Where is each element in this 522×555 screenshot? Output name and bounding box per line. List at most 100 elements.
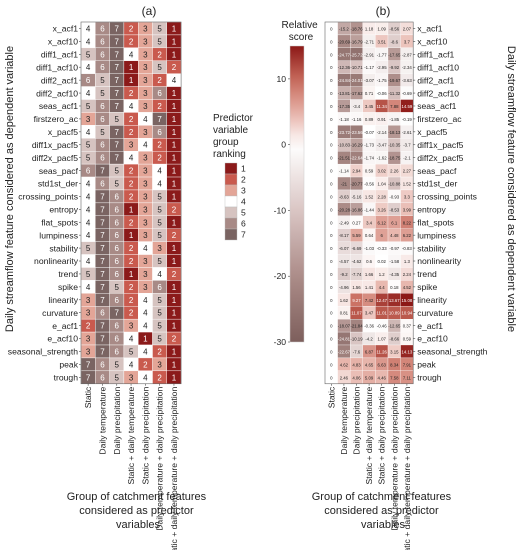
cell-value-label: 8.22 <box>403 220 412 225</box>
cell-value-label: 0 <box>330 91 333 96</box>
cell-value-label: 3 <box>143 76 148 85</box>
cell-value-label: 4 <box>86 180 91 189</box>
cell-value-label: 0.64 <box>365 233 374 238</box>
cell-value-label: 4 <box>172 76 177 85</box>
cell-value-label: 1 <box>143 335 148 344</box>
cell-value-label: 5 <box>86 141 91 150</box>
panel-b-row-label: stability <box>417 243 446 253</box>
cell-value-label: 0 <box>330 194 333 199</box>
panel-b-column-label: Static <box>326 386 336 408</box>
panel-a-row-label: diff1_acf1 <box>41 50 78 60</box>
cell-value-label: -17.35 <box>338 104 351 109</box>
cell-value-label: -3.7 <box>403 143 411 148</box>
cell-value-label: 0 <box>330 143 333 148</box>
legend-label: 4 <box>241 197 246 207</box>
cell-value-label: -7.6 <box>353 349 361 354</box>
cell-value-label: 2 <box>157 50 162 59</box>
cell-value-label: 1.2 <box>379 272 386 277</box>
cell-value-label: 3 <box>143 283 148 292</box>
panel-b-y-axis-title: Daily streamflow feature considered as d… <box>505 46 517 332</box>
panel-a-row-label: peak <box>59 360 78 370</box>
cell-value-label: 4 <box>143 115 148 124</box>
cell-value-label: 7 <box>100 218 105 227</box>
cell-value-label: 4.06 <box>352 375 361 380</box>
cell-value-label: 3 <box>143 167 148 176</box>
cell-value-label: -0.83 <box>402 246 412 251</box>
cell-value-label: 3.3 <box>404 194 411 199</box>
legend-swatch <box>224 206 238 219</box>
cell-value-label: 7 <box>100 335 105 344</box>
panel-a-legend-title: Predictor variable group ranking <box>213 113 256 160</box>
cell-value-label: -0.46 <box>377 324 387 329</box>
cell-value-label: 6 <box>115 347 120 356</box>
panel-a-column-label: Daily precipitation <box>112 387 122 455</box>
panel-b-colorbar: Relative score 10 0 -10 -20 -30 <box>274 20 319 347</box>
cell-value-label: -18.13 <box>388 130 401 135</box>
panel-a-row-label: std1st_der <box>38 179 78 189</box>
cell-value-label: -4.62 <box>352 259 362 264</box>
colorbar-tick-label: 0 <box>281 140 286 150</box>
cell-value-label: 3 <box>143 257 148 266</box>
cell-value-label: 4 <box>143 347 148 356</box>
cell-value-label: 2 <box>172 63 177 72</box>
cell-value-label: 5 <box>157 309 162 318</box>
colorbar-tick-label: 10 <box>276 74 286 84</box>
cell-value-label: 5 <box>157 231 162 240</box>
cell-value-label: 14.59 <box>402 104 413 109</box>
cell-value-label: 1 <box>172 102 177 111</box>
cell-value-label: 9.27 <box>352 298 361 303</box>
cell-value-label: 6 <box>115 218 120 227</box>
panel-a-row-label: e_acf10 <box>47 334 78 344</box>
cell-value-label: -4.35 <box>389 272 399 277</box>
cell-value-label: 3 <box>86 115 91 124</box>
cell-value-label: 4 <box>129 50 134 59</box>
cell-value-label: 0.91 <box>378 117 387 122</box>
cell-value-label: 7 <box>115 63 120 72</box>
cell-value-label: -2.71 <box>364 39 374 44</box>
cell-value-label: 1.52 <box>403 182 412 187</box>
cell-value-label: 4.62 <box>340 362 349 367</box>
cell-value-label: 1 <box>172 167 177 176</box>
cell-value-label: -20.28 <box>338 207 351 212</box>
cell-value-label: 0 <box>330 169 333 174</box>
cell-value-label: -1.75 <box>377 78 387 83</box>
cell-value-label: 3 <box>143 270 148 279</box>
cell-value-label: 6 <box>115 192 120 201</box>
cell-value-label: 6 <box>100 141 105 150</box>
cell-value-label: 0 <box>330 246 333 251</box>
cell-value-label: -11.32 <box>388 91 400 96</box>
cell-value-label: -1.77 <box>377 52 387 57</box>
cell-value-label: -10.35 <box>388 143 401 148</box>
cell-value-label: 2 <box>172 335 177 344</box>
cell-value-label: 6.1 <box>391 220 398 225</box>
cell-value-label: -3.07 <box>364 78 374 83</box>
panel-a-row-label: seas_pacf <box>39 166 79 176</box>
cell-value-label: 5 <box>115 167 120 176</box>
cell-value-label: 3 <box>86 335 91 344</box>
cell-value-label: 5 <box>157 257 162 266</box>
cell-value-label: 1 <box>172 89 177 98</box>
colorbar-gradient <box>289 45 305 343</box>
cell-value-label: 3 <box>143 192 148 201</box>
cell-value-label: 0.18 <box>390 285 399 290</box>
cell-value-label: 11.26 <box>376 349 387 354</box>
cell-value-label: 13.67 <box>389 298 400 303</box>
cell-value-label: -24.81 <box>338 337 351 342</box>
cell-value-label: 1 <box>172 322 177 331</box>
cell-value-label: 5 <box>115 360 120 369</box>
cell-value-label: 0 <box>330 324 333 329</box>
cell-value-label: 5 <box>86 50 91 59</box>
cell-value-label: -24.77 <box>338 52 351 57</box>
cell-value-label: 7 <box>115 89 120 98</box>
cell-value-label: 7 <box>100 244 105 253</box>
panel-a-row-label: entropy <box>49 205 78 215</box>
cell-value-label: 7.58 <box>390 375 399 380</box>
cell-value-label: 3.15 <box>390 349 399 354</box>
cell-value-label: -2.14 <box>377 130 387 135</box>
panel-a-row-label: lumpiness <box>39 230 78 240</box>
cell-value-label: 1 <box>172 296 177 305</box>
cell-value-label: 2 <box>157 154 162 163</box>
cell-value-label: 6 <box>115 244 120 253</box>
